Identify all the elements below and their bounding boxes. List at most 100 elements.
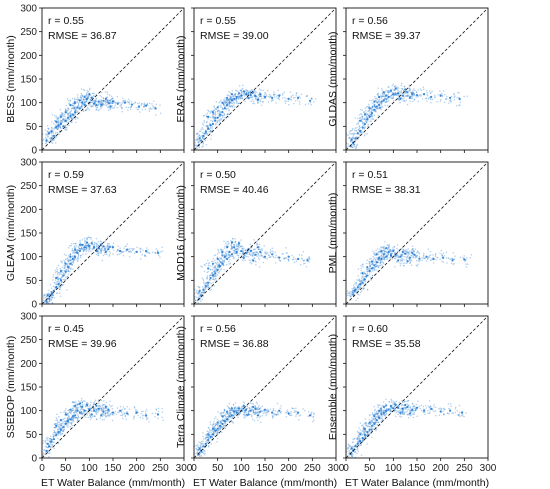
data-point <box>91 240 94 242</box>
data-point <box>301 257 303 260</box>
data-point <box>398 99 401 102</box>
data-point <box>57 119 60 122</box>
data-point <box>427 256 430 258</box>
data-point <box>365 275 367 277</box>
data-point <box>407 250 409 253</box>
data-point <box>61 120 63 123</box>
data-point <box>204 284 206 286</box>
data-point <box>89 414 91 416</box>
data-point <box>60 120 63 122</box>
data-point <box>253 420 256 422</box>
data-point <box>372 267 375 270</box>
data-point <box>100 408 103 410</box>
data-point <box>111 245 114 247</box>
data-point <box>203 454 206 456</box>
data-point <box>76 93 79 96</box>
data-point <box>92 103 95 106</box>
data-point <box>383 250 386 252</box>
data-point <box>252 92 254 95</box>
data-point <box>95 98 97 100</box>
data-point <box>55 426 57 429</box>
data-point <box>215 416 217 418</box>
data-point <box>265 94 268 97</box>
data-point <box>54 120 56 122</box>
data-point <box>99 405 102 408</box>
data-point <box>83 101 86 104</box>
data-point <box>208 433 210 435</box>
data-point <box>243 90 245 93</box>
data-point <box>371 270 374 272</box>
data-point <box>221 253 223 256</box>
data-point <box>85 247 87 249</box>
data-point <box>384 101 386 104</box>
data-point <box>111 407 114 410</box>
data-point <box>417 259 420 262</box>
data-point <box>64 273 66 275</box>
data-point <box>45 439 47 442</box>
data-point <box>254 405 256 408</box>
data-point <box>220 118 223 120</box>
data-point <box>450 95 453 98</box>
data-point <box>145 415 148 418</box>
data-point <box>256 414 259 417</box>
data-point <box>236 250 239 253</box>
data-point <box>84 409 86 412</box>
data-point <box>106 405 108 407</box>
data-point <box>44 301 46 303</box>
data-point <box>359 130 362 133</box>
data-point <box>418 252 420 254</box>
data-point <box>77 419 79 422</box>
data-point <box>373 261 375 263</box>
data-point <box>56 283 59 285</box>
data-point <box>266 258 269 260</box>
data-point <box>233 414 235 417</box>
data-point <box>214 268 217 270</box>
data-point <box>227 107 229 109</box>
data-point <box>369 264 372 266</box>
data-point <box>397 89 399 91</box>
data-point <box>64 409 66 412</box>
data-point <box>208 281 211 284</box>
data-point <box>212 116 214 118</box>
data-point <box>203 115 205 117</box>
data-point <box>223 103 225 106</box>
data-point <box>398 92 400 94</box>
data-point <box>366 288 369 291</box>
data-point <box>67 257 69 259</box>
data-point <box>354 138 356 141</box>
data-point <box>71 422 73 424</box>
data-point <box>67 264 69 266</box>
data-point <box>59 430 62 433</box>
data-point <box>66 413 69 416</box>
data-point <box>371 99 373 102</box>
data-point <box>57 426 60 428</box>
data-point <box>357 268 360 270</box>
data-point <box>234 240 237 243</box>
data-point <box>252 259 254 262</box>
data-point <box>361 120 363 122</box>
data-point <box>237 243 240 245</box>
data-point <box>48 445 50 448</box>
data-point <box>83 244 86 247</box>
data-point <box>197 292 199 294</box>
data-point <box>230 253 233 256</box>
data-point <box>378 107 380 110</box>
data-point <box>436 256 439 259</box>
data-point <box>70 110 72 112</box>
data-point <box>64 420 66 423</box>
data-point <box>419 259 422 261</box>
data-point <box>69 268 72 270</box>
data-point <box>216 261 219 263</box>
data-point <box>230 93 233 96</box>
data-point <box>257 252 260 255</box>
data-point <box>371 106 374 109</box>
data-point <box>227 103 229 106</box>
data-point <box>225 416 228 418</box>
data-point <box>47 446 50 449</box>
data-point <box>368 261 370 263</box>
data-point <box>214 429 217 432</box>
data-point <box>85 409 87 412</box>
data-point <box>69 104 71 107</box>
data-point <box>143 102 146 105</box>
data-point <box>106 243 109 245</box>
